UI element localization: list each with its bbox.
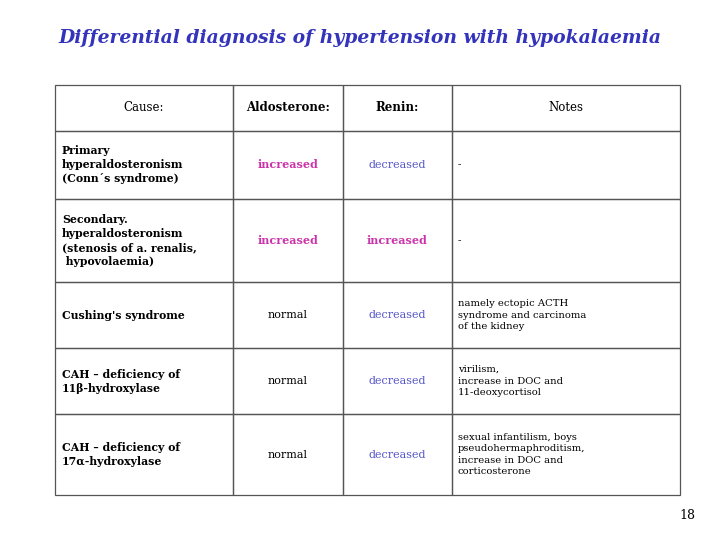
Bar bbox=[55, 282, 233, 348]
Text: -: - bbox=[458, 236, 462, 245]
Text: increased: increased bbox=[257, 159, 318, 170]
Text: Cause:: Cause: bbox=[124, 102, 164, 114]
Bar bbox=[343, 199, 452, 282]
Text: virilism,
increase in DOC and
11-deoxycortisol: virilism, increase in DOC and 11-deoxyco… bbox=[458, 365, 563, 397]
Bar bbox=[233, 282, 343, 348]
Bar bbox=[55, 414, 233, 495]
Text: Notes: Notes bbox=[549, 102, 583, 114]
Text: decreased: decreased bbox=[369, 160, 426, 170]
Bar bbox=[233, 85, 343, 131]
Text: CAH – deficiency of
17α-hydroxylase: CAH – deficiency of 17α-hydroxylase bbox=[62, 442, 180, 467]
Text: normal: normal bbox=[268, 449, 308, 460]
Bar bbox=[55, 85, 233, 131]
Text: normal: normal bbox=[268, 376, 308, 386]
Text: decreased: decreased bbox=[369, 376, 426, 386]
Bar bbox=[343, 414, 452, 495]
Text: Renin:: Renin: bbox=[376, 102, 419, 114]
Text: sexual infantilism, boys
pseudohermaphroditism,
increase in DOC and
corticostero: sexual infantilism, boys pseudohermaphro… bbox=[458, 433, 585, 476]
Bar bbox=[343, 131, 452, 199]
Bar bbox=[233, 414, 343, 495]
Bar bbox=[452, 282, 680, 348]
Bar bbox=[452, 348, 680, 414]
Text: Cushing's syndrome: Cushing's syndrome bbox=[62, 310, 185, 321]
Text: CAH – deficiency of
11β-hydroxylase: CAH – deficiency of 11β-hydroxylase bbox=[62, 368, 180, 394]
Bar bbox=[452, 414, 680, 495]
Bar bbox=[452, 85, 680, 131]
Text: namely ectopic ACTH
syndrome and carcinoma
of the kidney: namely ectopic ACTH syndrome and carcino… bbox=[458, 299, 586, 331]
Text: increased: increased bbox=[257, 235, 318, 246]
Text: decreased: decreased bbox=[369, 310, 426, 320]
Text: normal: normal bbox=[268, 310, 308, 320]
Text: decreased: decreased bbox=[369, 449, 426, 460]
Bar bbox=[343, 348, 452, 414]
Bar bbox=[55, 348, 233, 414]
Text: Secondary.
hyperaldosteronism
(stenosis of a. renalis,
 hypovolaemia): Secondary. hyperaldosteronism (stenosis … bbox=[62, 214, 197, 267]
Bar bbox=[233, 348, 343, 414]
Text: -: - bbox=[458, 160, 462, 169]
Text: Primary
hyperaldosteronism
(Conn´s syndrome): Primary hyperaldosteronism (Conn´s syndr… bbox=[62, 145, 184, 184]
Text: 18: 18 bbox=[679, 509, 695, 522]
Text: increased: increased bbox=[366, 235, 428, 246]
Text: Aldosterone:: Aldosterone: bbox=[246, 102, 330, 114]
Bar bbox=[343, 85, 452, 131]
Text: Differential diagnosis of hypertension with hypokalaemia: Differential diagnosis of hypertension w… bbox=[58, 29, 662, 47]
Bar bbox=[233, 131, 343, 199]
Bar bbox=[55, 131, 233, 199]
Bar bbox=[233, 199, 343, 282]
Bar bbox=[343, 282, 452, 348]
Bar bbox=[452, 199, 680, 282]
Bar bbox=[55, 199, 233, 282]
Bar bbox=[452, 131, 680, 199]
